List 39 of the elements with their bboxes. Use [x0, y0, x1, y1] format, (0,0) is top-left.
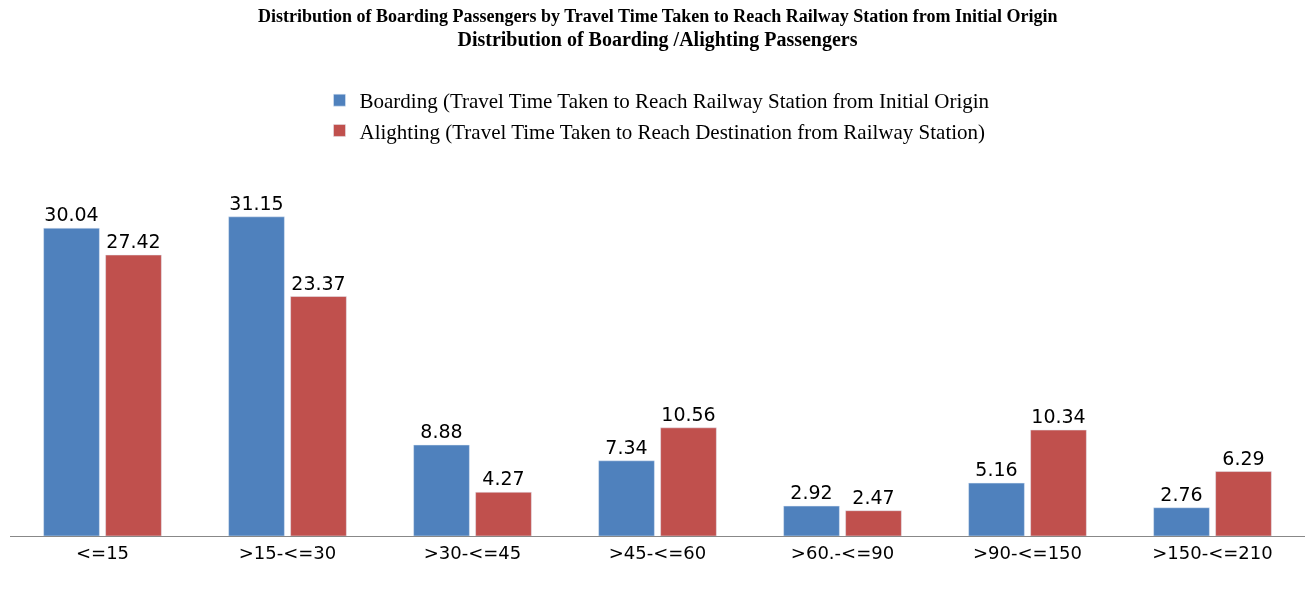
bar — [783, 505, 840, 536]
data-label: 2.47 — [852, 485, 895, 508]
data-label: 8.88 — [420, 420, 463, 442]
bar — [968, 482, 1025, 536]
chart-title: Distribution of Boarding /Alighting Passengers — [457, 28, 858, 51]
bar — [290, 296, 347, 536]
bar — [845, 510, 902, 536]
data-label: 10.56 — [661, 402, 716, 425]
bar — [43, 227, 100, 536]
bar — [1215, 471, 1272, 536]
bar — [1030, 429, 1087, 536]
bar — [105, 254, 162, 536]
data-label: 6.29 — [1222, 446, 1265, 469]
data-label: 23.37 — [291, 271, 346, 294]
data-label: 30.04 — [44, 203, 99, 226]
data-label: 2.92 — [790, 481, 833, 504]
data-label: 5.16 — [975, 458, 1018, 481]
x-tick-label: <=15 — [75, 541, 130, 563]
data-label: 7.34 — [605, 435, 648, 458]
x-tick-label: >90-<=150 — [972, 541, 1083, 563]
text: Distribution of Boarding Passengers by Travel Time Taken to Reach Railway Station from Initial Origin — [258, 6, 1058, 26]
x-tick-label: >60.-<=90 — [790, 541, 895, 563]
data-label: 31.15 — [229, 191, 284, 214]
bar — [475, 491, 532, 536]
data-label: 10.34 — [1031, 405, 1086, 428]
data-label: 2.76 — [1160, 482, 1203, 505]
x-tick-label: >15-<=30 — [238, 541, 337, 563]
x-tick-label: >45-<=60 — [608, 541, 707, 563]
legend-label: Boarding (Travel Time Taken to Reach Railway Station from Initial Origin — [359, 89, 990, 114]
x-tick-label: >150-<=210 — [1152, 541, 1273, 563]
legend-label: Alighting (Travel Time Taken to Reach Destination from Railway Station) — [359, 119, 986, 144]
x-tick-label: >30-<=45 — [423, 541, 522, 563]
data-label: 4.27 — [482, 467, 525, 490]
bar — [1153, 507, 1210, 536]
bar — [598, 460, 655, 536]
data-label: 27.42 — [106, 230, 161, 253]
bar — [413, 444, 470, 536]
bar — [660, 427, 717, 536]
bar — [228, 216, 285, 536]
